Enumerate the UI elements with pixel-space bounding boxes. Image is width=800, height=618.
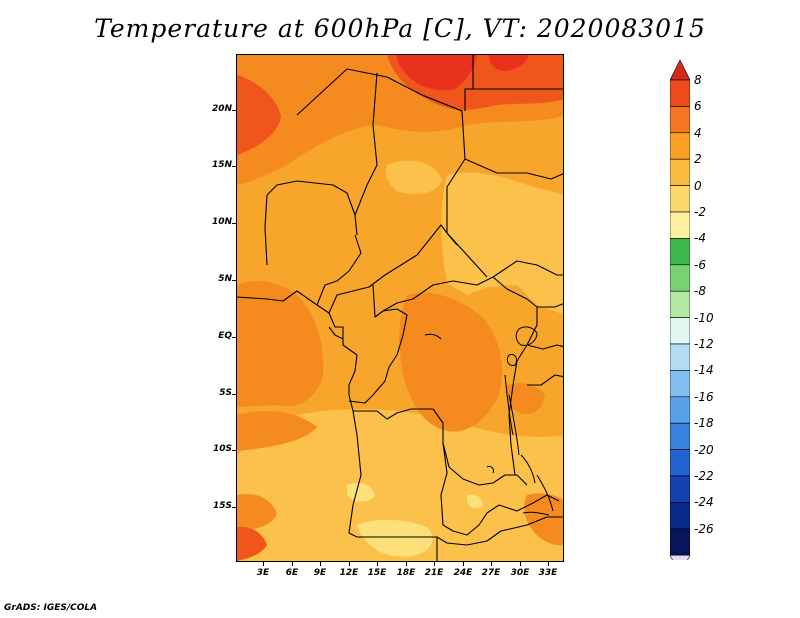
field-band-4-6-se [524, 493, 563, 546]
field-band-4-6-sw [237, 411, 317, 451]
lon-label-21e: 21E [424, 568, 444, 578]
colorbar-label: -26 [694, 521, 714, 536]
temperature-map [236, 54, 564, 562]
field-band-4-6-west [237, 280, 324, 407]
lat-tick [232, 223, 236, 224]
lon-tick [320, 562, 321, 566]
colorbar-swatch [669, 79, 691, 107]
lat-label-15n: 15N [211, 160, 232, 170]
colorbar-swatch [669, 502, 691, 530]
lat-tick [232, 394, 236, 395]
colorbar-swatch [669, 264, 691, 292]
lon-tick [406, 562, 407, 566]
lon-tick [292, 562, 293, 566]
field-band-m2-0-a [357, 519, 433, 557]
lon-tick [548, 562, 549, 566]
colorbar-swatch [669, 106, 691, 134]
colorbar-swatches [669, 59, 691, 576]
colorbar-label: -8 [694, 284, 706, 299]
colorbar-label: 2 [694, 152, 702, 167]
field-band-m2-0-c [466, 494, 483, 509]
colorbar-label: -10 [694, 310, 714, 325]
lon-label-12e: 12E [339, 568, 359, 578]
field-band-0-2-east [441, 172, 563, 315]
colorbar-swatch [669, 449, 691, 477]
lon-tick [434, 562, 435, 566]
lon-label-18e: 18E [396, 568, 416, 578]
lon-tick [463, 562, 464, 566]
lon-tick [263, 562, 264, 566]
colorbar-label: -22 [694, 469, 714, 483]
lat-tick [232, 450, 236, 451]
colorbar-label: -16 [694, 389, 714, 404]
colorbar-swatch [669, 238, 691, 266]
lon-tick [491, 562, 492, 566]
field-band-6-8-nw [237, 75, 281, 155]
lon-label-24e: 24E [453, 568, 473, 578]
colorbar-swatch [669, 422, 691, 450]
lat-tick [232, 507, 236, 508]
colorbar-label: -2 [694, 205, 706, 219]
lat-label-eq: EQ [218, 331, 232, 341]
colorbar-label: 4 [694, 125, 702, 140]
colorbar-bottom-arrow [669, 554, 691, 576]
lon-tick [377, 562, 378, 566]
lon-label-33e: 33E [538, 568, 558, 578]
colorbar-label: 0 [694, 178, 702, 193]
lat-tick [232, 110, 236, 111]
lat-label-5s: 5S [219, 388, 232, 398]
colorbar-label: -18 [694, 416, 714, 431]
colorbar-label: -20 [694, 442, 714, 457]
field-band-4-6-congo [399, 292, 503, 432]
lat-label-10s: 10S [212, 444, 232, 454]
lon-label-15e: 15E [367, 568, 387, 578]
lat-tick [232, 337, 236, 338]
lon-label-3e: 3E [256, 568, 270, 578]
lon-label-9e: 9E [313, 568, 327, 578]
colorbar-swatch [669, 343, 691, 371]
colorbar-label: -4 [694, 231, 706, 246]
colorbar-swatch [669, 528, 691, 556]
lon-label-27e: 27E [481, 568, 501, 578]
colorbar-label: -24 [694, 495, 714, 510]
lat-tick [232, 280, 236, 281]
field-band-0-2-south [237, 409, 563, 561]
colorbar-label: -14 [694, 363, 714, 378]
lat-label-15s: 15S [212, 501, 232, 511]
country-borders [237, 55, 563, 561]
lakes [424, 326, 554, 516]
colorbar-swatch [669, 290, 691, 318]
colorbar-swatch [669, 370, 691, 398]
field-band-4-6-sw-corner [237, 493, 277, 530]
lat-tick [232, 166, 236, 167]
lon-label-30e: 30E [510, 568, 530, 578]
field-band-8-plus-ne [489, 55, 529, 71]
colorbar-swatch [669, 211, 691, 239]
lon-tick [349, 562, 350, 566]
grads-credit: GrADS: IGES/COLA [4, 603, 98, 613]
lat-label-20n: 20N [211, 104, 232, 114]
colorbar-top-arrow [669, 59, 691, 81]
lat-label-10n: 10N [211, 217, 232, 227]
field-band-0-2-north [385, 160, 442, 195]
lon-label-6e: 6E [285, 568, 299, 578]
colorbar-label: -12 [694, 337, 714, 351]
field-band-8-plus [397, 55, 477, 91]
field-band-m2-0-b [347, 483, 375, 502]
colorbar-label: 8 [694, 73, 702, 87]
colorbar-swatch [669, 185, 691, 213]
colorbar-label: -6 [694, 257, 706, 272]
lat-label-5n: 5N [218, 274, 232, 284]
colorbar-swatch [669, 132, 691, 160]
colorbar-swatch [669, 158, 691, 186]
colorbar-swatch [669, 317, 691, 345]
lon-tick [520, 562, 521, 566]
field-band-6-8-sw [237, 526, 267, 561]
colorbar-swatch [669, 475, 691, 503]
colorbar-swatch [669, 396, 691, 424]
colorbar-label: 6 [694, 99, 702, 114]
chart-title: Temperature at 600hPa [C], VT: 202008301… [94, 14, 706, 43]
colorbar [669, 59, 691, 576]
field-band-4-6-east [505, 383, 545, 415]
